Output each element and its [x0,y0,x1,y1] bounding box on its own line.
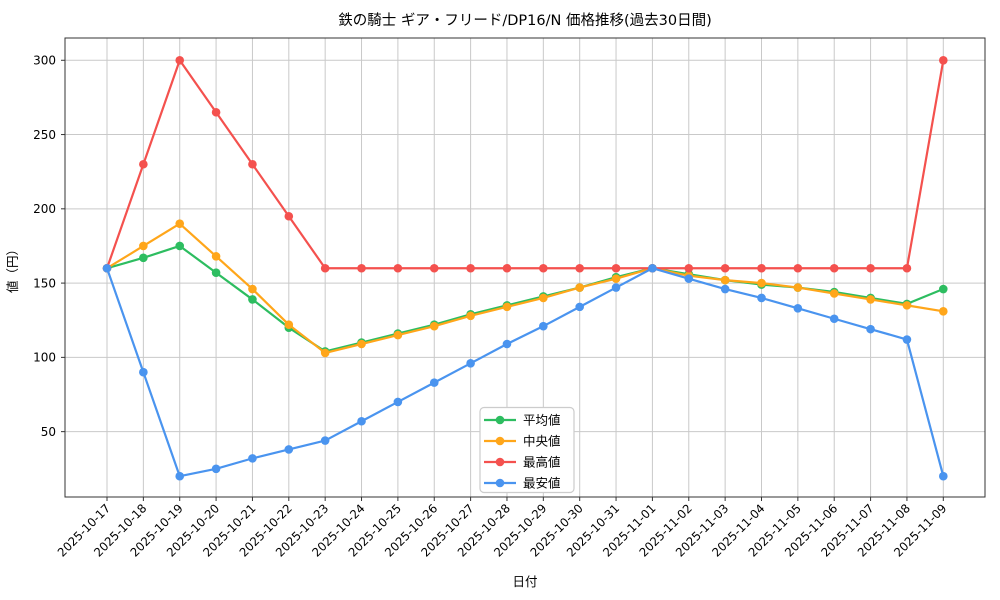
data-point-marker [502,263,512,273]
data-point-marker [866,295,875,304]
data-point-marker [757,263,766,273]
data-point-marker [866,263,875,273]
data-point-marker [248,295,257,304]
data-point-marker [102,263,112,273]
data-point-marker [575,283,584,292]
data-point-marker [502,339,512,349]
data-point-marker [611,274,621,283]
data-point-marker [939,307,948,316]
data-point-marker [575,302,584,312]
data-point-marker [211,252,221,261]
data-point-marker [575,263,584,273]
data-point-marker [648,263,657,273]
data-point-marker [320,436,330,445]
data-point-marker [211,107,221,117]
chart-title: 鉄の騎士 ギア・フリード/DP16/N 価格推移(過去30日間) [338,12,711,29]
data-point-marker [175,471,185,481]
y-axis-label: 値（円） [5,243,20,293]
legend-marker [495,478,505,488]
legend-box [479,406,575,494]
data-point-marker [429,263,439,273]
data-point-marker [939,55,948,65]
data-point-marker [466,359,475,368]
data-point-marker [429,321,439,331]
data-point-marker [939,471,948,481]
data-point-marker [357,263,366,273]
data-point-marker [139,159,148,169]
data-point-marker [320,263,330,273]
data-point-marker [211,464,221,474]
data-point-marker [757,278,766,288]
data-point-marker [757,293,766,303]
data-point-marker [502,302,512,312]
data-point-marker [720,263,730,273]
y-tick-label: 300 [33,53,56,67]
y-tick-label: 150 [33,276,56,290]
data-point-marker [175,241,185,251]
data-point-marker [175,219,185,228]
data-point-marker [139,241,148,251]
data-point-marker [175,55,185,65]
legend-label: 最高値 [523,455,561,470]
data-point-marker [320,348,330,358]
data-point-marker [829,263,839,273]
data-point-marker [139,367,148,377]
y-tick-label: 200 [33,202,56,216]
data-point-marker [793,304,803,313]
data-point-marker [720,275,730,285]
data-point-marker [466,263,475,273]
data-point-marker [611,263,621,273]
data-point-marker [248,284,257,294]
data-point-marker [539,321,548,331]
data-point-marker [393,263,403,273]
data-point-marker [902,335,912,344]
series-line [105,267,945,478]
data-point-marker [902,263,912,273]
data-point-marker [829,314,839,324]
data-point-marker [211,268,221,277]
x-axis-label: 日付 [512,574,537,589]
data-point-marker [284,445,294,454]
legend-label: 平均値 [523,413,561,428]
data-point-marker [466,311,475,321]
data-point-marker [611,283,621,292]
data-point-marker [357,416,366,426]
data-point-marker [357,339,366,349]
data-point-marker [429,378,439,387]
data-point-marker [248,454,257,463]
y-tick-label: 100 [33,351,56,365]
data-point-marker [793,263,803,273]
data-point-marker [539,263,548,273]
series-line [105,59,945,270]
data-point-marker [139,253,148,263]
plot-area: 501001502002503002025-10-172025-10-18202… [33,37,986,560]
data-point-marker [720,284,730,294]
data-point-marker [793,283,803,292]
data-point-marker [684,274,694,283]
legend-marker [495,436,505,446]
data-point-marker [284,320,294,329]
y-tick-label: 50 [41,425,56,439]
data-point-marker [539,293,548,303]
data-point-marker [248,159,257,169]
data-point-marker [902,301,912,310]
data-point-marker [284,211,294,221]
series-line [106,222,944,355]
legend-marker [495,415,505,425]
data-point-marker [393,397,403,407]
data-point-marker [829,289,839,298]
plot-border [64,37,986,498]
data-point-marker [684,263,694,273]
data-point-marker [866,324,875,334]
data-point-marker [393,330,403,340]
legend-label: 中央値 [523,434,561,449]
legend-label: 最安値 [523,476,561,491]
data-point-marker [939,284,948,294]
legend-marker [495,457,505,467]
y-tick-label: 250 [33,128,56,142]
